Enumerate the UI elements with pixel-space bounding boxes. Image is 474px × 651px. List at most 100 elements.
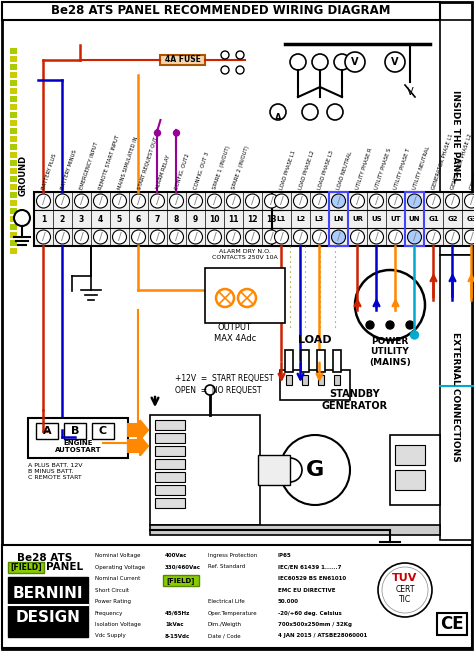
Circle shape [290, 54, 306, 70]
Circle shape [112, 230, 127, 244]
Bar [10, 160, 17, 166]
Circle shape [345, 52, 365, 72]
Text: PANEL: PANEL [46, 562, 83, 572]
Circle shape [274, 194, 289, 208]
Text: CE: CE [440, 615, 464, 633]
Circle shape [131, 230, 146, 244]
Text: UTILITY NEUTRAL: UTILITY NEUTRAL [412, 145, 431, 190]
Text: /: / [270, 196, 273, 206]
Text: /: / [337, 196, 340, 206]
Text: UTILITY PHASE S: UTILITY PHASE S [374, 147, 392, 190]
Text: OPEN  =  NO REQUEST: OPEN = NO REQUEST [175, 385, 262, 395]
Circle shape [465, 230, 474, 244]
Circle shape [173, 130, 180, 136]
Text: TUV: TUV [392, 573, 418, 583]
Text: 400Vac: 400Vac [165, 553, 187, 558]
Circle shape [112, 194, 127, 208]
Text: /: / [356, 196, 359, 206]
Circle shape [93, 194, 108, 208]
Text: L1: L1 [277, 216, 286, 222]
Text: Nominal Current: Nominal Current [95, 576, 140, 581]
Text: C: C [99, 426, 107, 436]
Text: /: / [393, 196, 397, 206]
Bar [10, 176, 17, 182]
Circle shape [385, 52, 405, 72]
Text: Electrical Life: Electrical Life [208, 599, 245, 604]
Bar [272, 192, 474, 246]
Bar [437, 613, 467, 635]
Circle shape [378, 563, 432, 617]
Bar [405, 192, 424, 246]
Bar [10, 232, 17, 238]
Circle shape [293, 194, 308, 208]
Text: GROUND: GROUND [18, 154, 27, 195]
Bar [64, 423, 86, 439]
Bar [155, 472, 185, 482]
Text: /: / [232, 196, 236, 206]
Text: Short Circuit: Short Circuit [95, 587, 129, 592]
Circle shape [280, 435, 350, 505]
Bar [390, 435, 440, 505]
Bar [10, 56, 17, 62]
Text: ENGINE
AUTOSTART: ENGINE AUTOSTART [55, 440, 101, 453]
Text: MAINS SIMULATED IN: MAINS SIMULATED IN [118, 135, 139, 190]
Circle shape [216, 289, 234, 307]
Text: 13: 13 [266, 214, 277, 223]
Circle shape [370, 230, 383, 244]
Text: Be28 ATS PANEL RECOMMENDED WIRING DIAGRAM: Be28 ATS PANEL RECOMMENDED WIRING DIAGRA… [51, 5, 391, 18]
Text: /: / [280, 196, 283, 206]
Circle shape [406, 321, 414, 329]
Text: INSIDE THE PANEL: INSIDE THE PANEL [452, 90, 461, 184]
Text: IEC60529 BS EN61010: IEC60529 BS EN61010 [278, 576, 346, 581]
Bar [10, 224, 17, 230]
Circle shape [208, 194, 221, 208]
Text: 330/460Vac: 330/460Vac [165, 564, 201, 570]
Circle shape [14, 210, 30, 226]
Circle shape [446, 194, 459, 208]
Text: Power Rating: Power Rating [95, 599, 131, 604]
Text: 10: 10 [209, 214, 220, 223]
Text: EXTERNAL CONNECTIONS: EXTERNAL CONNECTIONS [452, 332, 461, 462]
Text: BATTERY MINUS: BATTERY MINUS [61, 148, 78, 190]
Text: 8-15Vdc: 8-15Vdc [165, 633, 190, 639]
Text: /: / [337, 232, 340, 242]
Circle shape [293, 230, 308, 244]
Text: 3: 3 [79, 214, 84, 223]
Circle shape [408, 194, 421, 208]
Bar [10, 216, 17, 222]
Bar [28, 418, 128, 458]
Text: 1kVac: 1kVac [165, 622, 183, 627]
Circle shape [278, 458, 302, 482]
Text: 45/65Hz: 45/65Hz [165, 611, 191, 615]
Text: STANDBY
GENERATOR: STANDBY GENERATOR [322, 389, 388, 411]
Bar [10, 200, 17, 206]
Text: /: / [470, 232, 474, 242]
Text: /: / [213, 232, 216, 242]
Text: START REQUEST OUT: START REQUEST OUT [137, 136, 158, 190]
Bar [258, 455, 290, 485]
Text: A: A [275, 113, 281, 122]
Circle shape [74, 194, 89, 208]
Bar [10, 168, 17, 174]
Bar [10, 112, 17, 118]
Text: CERT: CERT [395, 585, 415, 594]
Text: /: / [155, 232, 159, 242]
Circle shape [312, 230, 327, 244]
Text: 8: 8 [174, 214, 179, 223]
Text: Nominal Voltage: Nominal Voltage [95, 553, 140, 558]
Circle shape [74, 230, 89, 244]
Circle shape [382, 567, 428, 613]
Text: A: A [43, 426, 51, 436]
Text: A PLUS BATT. 12V
B MINUS BATT.
C REMOTE START: A PLUS BATT. 12V B MINUS BATT. C REMOTE … [28, 463, 82, 480]
Text: /: / [61, 196, 64, 206]
Text: /: / [374, 196, 378, 206]
Bar [2, 2, 440, 20]
Bar [10, 240, 17, 246]
Circle shape [227, 230, 240, 244]
Text: /: / [251, 232, 255, 242]
Text: UTILITY PHASE R: UTILITY PHASE R [356, 147, 374, 190]
Bar [155, 498, 185, 508]
Text: SPARE 1 (IN/OUT): SPARE 1 (IN/OUT) [212, 145, 231, 190]
Text: CONFIG. OUT2: CONFIG. OUT2 [174, 152, 191, 190]
Bar [395, 470, 425, 490]
